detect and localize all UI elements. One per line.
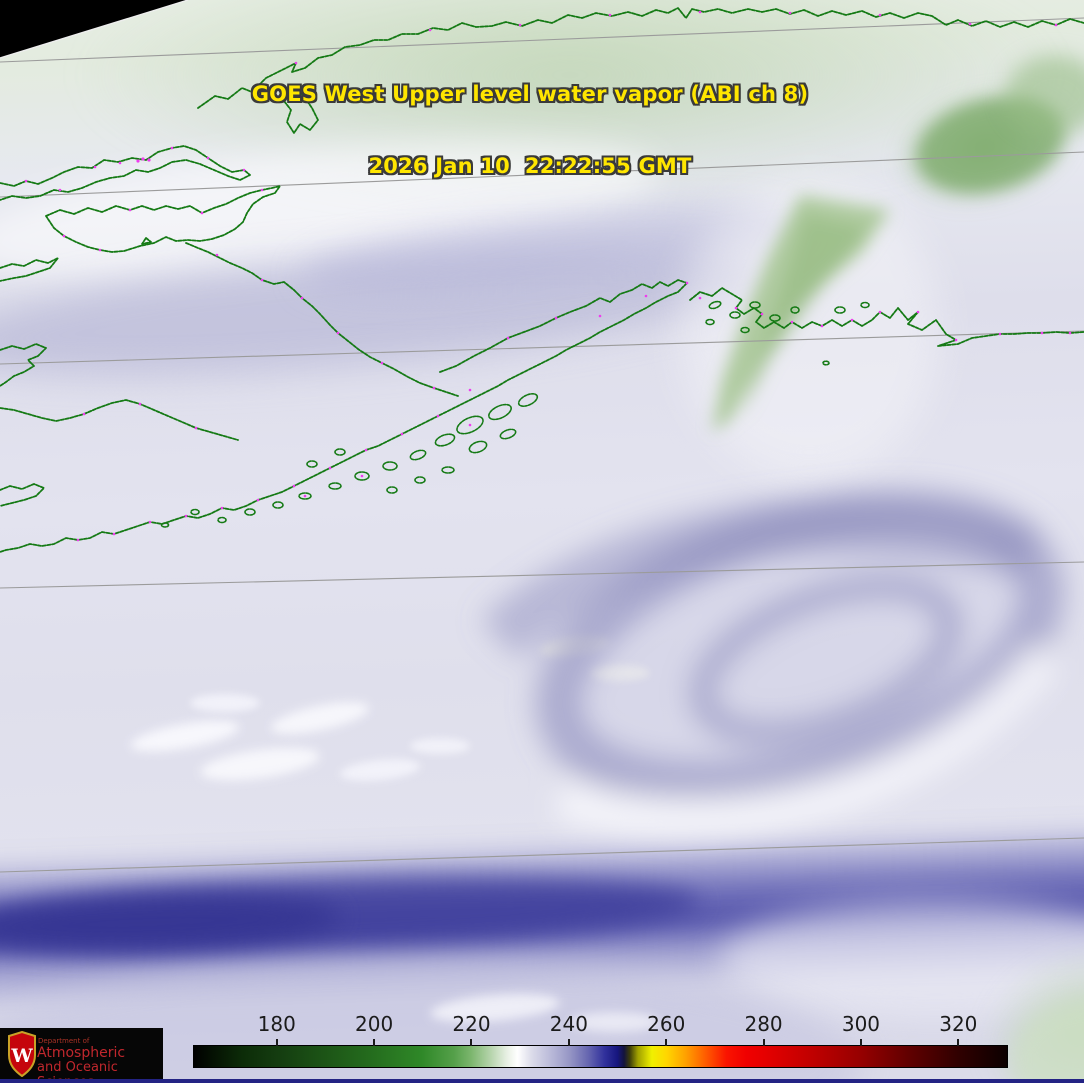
- title-line-1: GOES West Upper level water vapor (ABI c…: [251, 82, 809, 106]
- colorbar-tick-mark: [470, 1039, 473, 1046]
- island-cluster: [160, 300, 870, 528]
- coastline: [0, 343, 47, 387]
- colorbar-tick-mark: [373, 1039, 376, 1046]
- coastline: [439, 279, 688, 373]
- coastline: [0, 399, 239, 441]
- uw-crest-icon: W: [8, 1031, 36, 1077]
- coastline: [0, 257, 59, 282]
- logo-line-2: and Oceanic Sciences: [37, 1060, 118, 1079]
- graticule-line: [0, 17, 1084, 63]
- colorbar-tick-label: 180: [257, 1012, 296, 1036]
- graticule-line: [0, 561, 1084, 589]
- coastline: [283, 87, 319, 134]
- graticule-line: [0, 151, 1084, 198]
- coastline: [0, 145, 251, 201]
- image-bottom-edge: [0, 1079, 1084, 1083]
- graticule-line: [0, 837, 1084, 873]
- no-data-wedge: [0, 0, 189, 59]
- coastline: [689, 287, 881, 329]
- colorbar-tick-label: 300: [841, 1012, 881, 1036]
- coastline: [185, 242, 459, 397]
- coastline-markers: [24, 10, 1072, 542]
- colorbar-tick-mark: [859, 1039, 862, 1046]
- coastline: [141, 237, 152, 245]
- dry-air-tongue: [712, 195, 890, 432]
- crest-letter: W: [10, 1045, 33, 1067]
- colorbar-tick-label: 240: [549, 1012, 588, 1036]
- colorbar-tick-mark: [665, 1039, 668, 1046]
- coastline: [0, 282, 688, 553]
- coastlines: [0, 7, 1084, 553]
- coastline: [879, 307, 1084, 347]
- coastline: [197, 7, 1084, 109]
- logo-line-1: Atmospheric: [37, 1045, 126, 1061]
- logo-dept-text: Department of: [38, 1037, 90, 1045]
- colorbar-tick-mark: [762, 1039, 765, 1046]
- colorbar-tick-label: 200: [355, 1012, 394, 1036]
- graticule: [0, 17, 1084, 873]
- coastline: [45, 185, 281, 253]
- colorbar-tick-label: 220: [452, 1012, 491, 1036]
- graticule-line: [0, 330, 1084, 365]
- vortex-swirl: [480, 488, 1065, 835]
- colorbar-tick-label: 280: [744, 1012, 783, 1036]
- colorbar-scale: 180 200 220 240 260 280 300 320: [193, 1012, 1008, 1068]
- colorbar-tick-mark: [567, 1039, 570, 1046]
- colorbar-tick-label: 320: [939, 1012, 978, 1036]
- image-title: GOES West Upper level water vapor (ABI c…: [252, 34, 809, 226]
- colorbar-tick-label: 260: [647, 1012, 686, 1036]
- colorbar-tick-mark: [957, 1039, 960, 1046]
- aos-logo: W Department of Atmospheric and Oceanic …: [0, 1028, 163, 1079]
- coastline: [0, 483, 45, 507]
- colorbar-tick-mark: [275, 1039, 278, 1046]
- title-line-2: 2026 Jan 10 22:22:55 GMT: [368, 154, 692, 178]
